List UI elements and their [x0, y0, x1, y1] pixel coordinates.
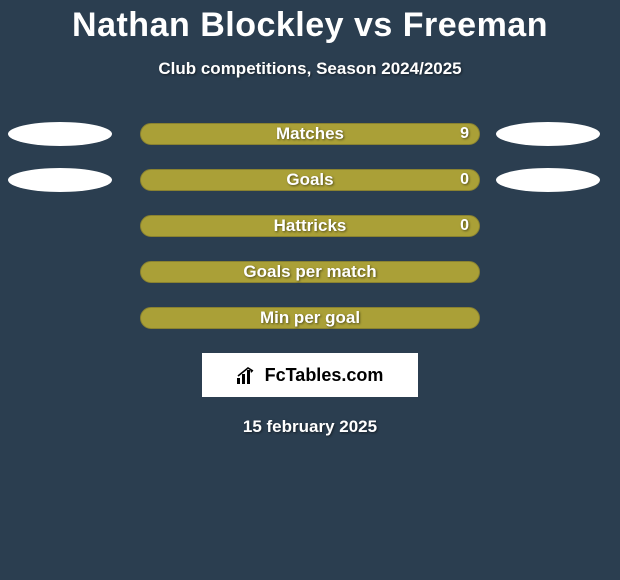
stat-bar: Goals per match	[140, 261, 480, 283]
stat-row: Matches9	[0, 123, 620, 145]
stat-label: Goals per match	[141, 262, 479, 282]
logo-text: FcTables.com	[265, 365, 384, 386]
subtitle: Club competitions, Season 2024/2025	[158, 59, 461, 79]
stat-bar: Min per goal	[140, 307, 480, 329]
stat-row: Goals per match	[0, 261, 620, 283]
stat-value: 0	[460, 171, 469, 189]
stat-row: Goals0	[0, 169, 620, 191]
stat-value: 9	[460, 125, 469, 143]
comparison-panel: Nathan Blockley vs Freeman Club competit…	[0, 0, 620, 437]
stat-label: Min per goal	[141, 308, 479, 328]
right-player-marker	[496, 122, 600, 146]
left-player-marker	[8, 168, 112, 192]
stat-bar: Matches9	[140, 123, 480, 145]
right-player-marker	[496, 168, 600, 192]
stat-bar: Hattricks0	[140, 215, 480, 237]
stat-label: Matches	[141, 124, 479, 144]
stat-row: Min per goal	[0, 307, 620, 329]
logo-box: FcTables.com	[202, 353, 418, 397]
stat-label: Hattricks	[141, 216, 479, 236]
page-title: Nathan Blockley vs Freeman	[72, 6, 548, 45]
stat-rows: Matches9Goals0Hattricks0Goals per matchM…	[0, 123, 620, 329]
left-player-marker	[8, 122, 112, 146]
stat-label: Goals	[141, 170, 479, 190]
date-label: 15 february 2025	[243, 417, 377, 437]
chart-icon	[237, 366, 259, 384]
stat-bar: Goals0	[140, 169, 480, 191]
stat-row: Hattricks0	[0, 215, 620, 237]
stat-value: 0	[460, 217, 469, 235]
